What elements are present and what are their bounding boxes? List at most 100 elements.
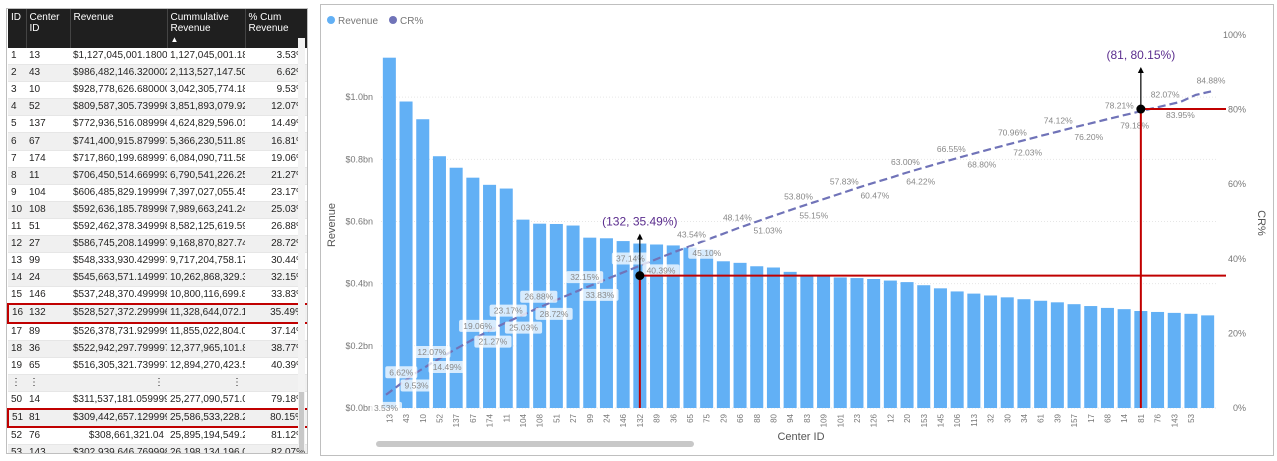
cell-revenue: $706,450,514.6699939 [70, 167, 167, 185]
y2-tick-label: 40% [1228, 254, 1246, 264]
cell-id: 50 [8, 391, 26, 410]
cell-revenue: $586,745,208.1499975 [70, 235, 167, 254]
triangle-up-icon[interactable]: ▲ [170, 35, 179, 44]
table-row[interactable]: 14 24 $545,663,571.1499974 10,262,868,329. 3… [8, 269, 307, 288]
column-header-center-id[interactable]: Center ID [26, 9, 71, 48]
revenue-bar [883, 280, 897, 408]
cell-pct-cum-revenue: 12.07% [245, 98, 307, 117]
cell-cumulative-revenue: 25,277,090,571.08 [167, 391, 245, 410]
chart-scrollbar-thumb[interactable] [376, 441, 694, 447]
revenue-bar [683, 247, 697, 408]
cell-cumulative-revenue: 6,084,090,711.58 [167, 150, 245, 168]
cell-center-id: 81 [26, 407, 70, 429]
cell-pct-cum-revenue: 81.12% [245, 427, 307, 446]
y-tick-label: $0.0bn [345, 403, 373, 413]
pareto-chart-panel: $0.0bn $0.2bn $0.4bn $0.6bn $0.8bn $1.0bn 0% 20… [320, 4, 1274, 456]
cell-id: 15 [8, 286, 26, 305]
table-row[interactable]: 17 89 $526,378,731.9299991 11,855,022,804.0… [8, 322, 307, 341]
table-row[interactable]: 9 104 $606,485,829.1999966 7,397,027,055.45… [8, 184, 307, 202]
column-header-id[interactable]: ID [8, 9, 27, 48]
annotation-point [635, 271, 645, 281]
revenue-bar [650, 244, 664, 408]
column-header-revenue[interactable]: Revenue [70, 9, 168, 48]
cr-data-label: 64.22% [906, 176, 935, 186]
revenue-bar [599, 238, 613, 408]
table-row[interactable]: 4 52 $809,587,305.739998 3,851,893,079.92 12… [8, 98, 307, 117]
revenue-bar [984, 295, 998, 408]
cell-cumulative-revenue: 12,894,270,423.59 [167, 357, 245, 375]
table-row[interactable]: 12 27 $586,745,208.1499975 9,168,870,827.74… [8, 235, 307, 254]
cell-pct-cum-revenue: 3.53% [245, 48, 307, 66]
table-row[interactable]: ⋮⋮⋮⋮⋮ [8, 374, 307, 392]
table-row[interactable]: 2 43 $986,482,146.3200022 2,113,527,147.50 6… [8, 64, 307, 83]
table-row[interactable]: 15 146 $537,248,370.4999981 10,800,116,699.… [8, 286, 307, 305]
table-row[interactable]: 1965$516,305,321.739997312,894,270,423.5… [8, 357, 307, 375]
cell-revenue: $548,333,930.4299976 [70, 252, 167, 271]
table-row[interactable]: 5276$308,661,321.0425,895,194,549.2581.1… [8, 427, 307, 446]
cr-data-label: 83.95% [1166, 110, 1195, 120]
cr-label-background [459, 319, 497, 332]
table-row[interactable]: 5014$311,537,181.059999225,277,090,571.0… [8, 391, 307, 410]
revenue-bar [416, 119, 430, 408]
revenue-bar [1100, 307, 1114, 408]
cr-label-background [428, 360, 466, 373]
table-row[interactable]: 1836$522,942,297.799997612,377,965,101.8… [8, 340, 307, 358]
table-row[interactable]: 13 99 $548,333,930.4299976 9,717,204,758.17… [8, 252, 307, 271]
table-row[interactable]: 11 51 $592,462,378.3499982 8,582,125,619.59… [8, 218, 307, 237]
x-tick-label: 89 [653, 413, 662, 422]
cell-revenue: $308,661,321.04 [70, 427, 167, 446]
cell-center-id: 10 [26, 81, 70, 100]
table-row[interactable]: 16 132 $528,527,372.2999967 11,328,644,072.… [7, 303, 307, 324]
column-header-cumulative-revenue[interactable]: Cummulative Revenue ▲ [167, 9, 246, 48]
table-row[interactable]: 10 108 $592,636,185.7899988 7,989,663,241.2… [8, 201, 307, 219]
y2-tick-label: 100% [1223, 30, 1246, 40]
cell-revenue: $516,305,321.7399973 [70, 357, 167, 375]
revenue-bar [1017, 299, 1031, 408]
cell-cumulative-revenue: 4,624,829,596.01 [167, 115, 245, 134]
cell-pct-cum-revenue: 16.81% [245, 132, 307, 151]
x-axis-title: Center ID [777, 431, 824, 443]
annotation-arrow-head [1137, 67, 1144, 74]
table-row[interactable]: 7 174 $717,860,199.6899974 6,084,090,711.58… [8, 150, 307, 168]
cr-label-background [474, 335, 512, 348]
cr-label-background [642, 264, 680, 277]
legend-marker [327, 16, 335, 24]
column-header-pct-cum-revenue[interactable]: % Cum Revenue [245, 9, 307, 48]
revenue-bar [1050, 302, 1064, 408]
revenue-bar [917, 285, 931, 408]
table-scrollbar-track[interactable] [298, 38, 305, 448]
y2-tick-label: 80% [1228, 105, 1246, 115]
revenue-bar [950, 291, 964, 408]
cr-data-label: 70.96% [998, 127, 1027, 137]
table-row[interactable]: 6 67 $741,400,915.8799977 5,366,230,511.89 1… [8, 132, 307, 151]
revenue-bar [900, 282, 914, 408]
cr-data-label: 84.88% [1197, 75, 1226, 85]
cr-data-label: 25.03% [509, 323, 538, 333]
cell-revenue: $1,127,045,001.180001 [70, 48, 167, 66]
x-tick-label: 76 [1154, 413, 1163, 422]
revenue-bar [733, 262, 747, 408]
table-row[interactable]: 3 10 $928,778,626.6800009 3,042,305,774.18 9… [8, 81, 307, 100]
revenue-bar [750, 266, 764, 408]
table-row[interactable]: 5181$309,442,657.12999925,586,533,228.21… [7, 407, 307, 429]
table-row[interactable]: 53 143 $302,939,646.7699987 26,198,134,196.… [8, 444, 307, 453]
table-row[interactable]: 113$1,127,045,001.1800011,127,045,001.18… [8, 48, 307, 66]
cell-pct-cum-revenue: 35.49% [245, 303, 307, 324]
revenue-bar [483, 184, 497, 408]
cell-id: 53 [8, 444, 26, 453]
table-row[interactable]: 5 137 $772,936,516.0899962 4,624,829,596.01… [8, 115, 307, 134]
cr-data-label: 37.14% [616, 253, 645, 263]
table-row[interactable]: 8 11 $706,450,514.6699939 6,790,541,226.25 2… [8, 167, 307, 185]
y-tick-label: $1.0bn [345, 92, 373, 102]
y-axis-title: Revenue [326, 203, 338, 247]
revenue-bar [933, 288, 947, 408]
cell-center-id: 43 [26, 64, 70, 83]
cell-pct-cum-revenue: 21.27% [245, 167, 307, 185]
revenue-bar [583, 237, 597, 408]
cell-pct-cum-revenue: ⋮ [245, 374, 307, 392]
x-tick-label: 83 [803, 413, 812, 422]
revenue-bar [1034, 300, 1048, 408]
table-scrollbar-thumb[interactable] [299, 392, 304, 450]
cell-cumulative-revenue: 25,586,533,228.21 [167, 407, 245, 429]
cell-center-id: 27 [26, 235, 70, 254]
